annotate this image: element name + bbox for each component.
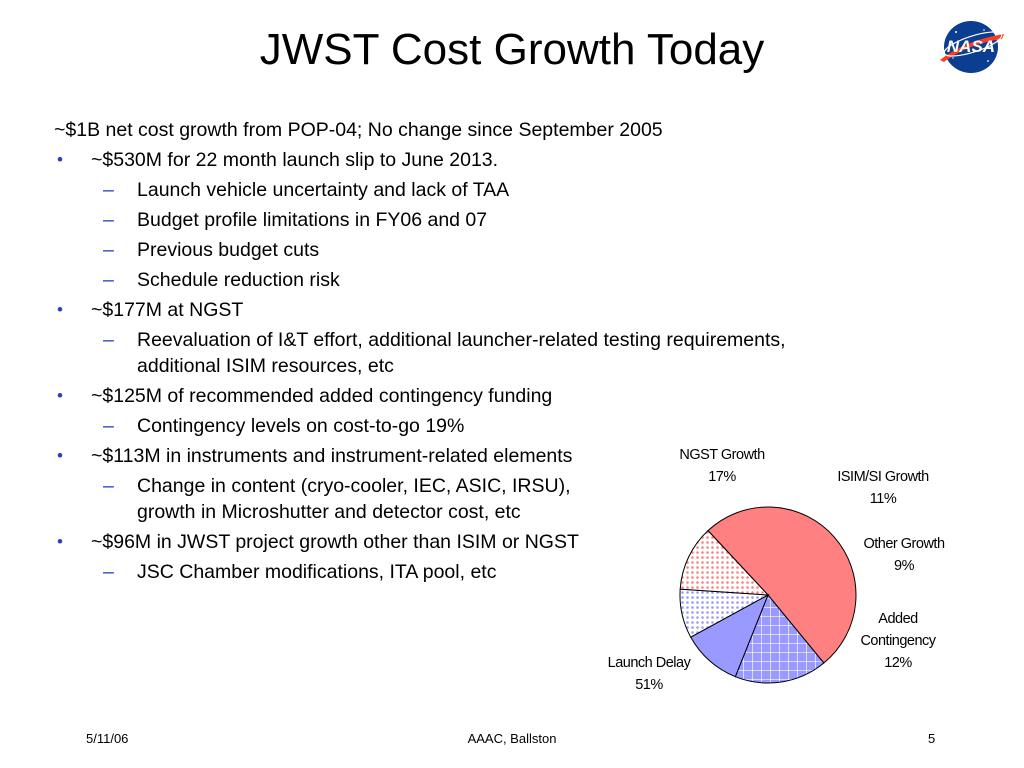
- pie-slice-added-contingency: [679, 529, 770, 596]
- footer-venue: AAAC, Ballston: [467, 731, 557, 746]
- slide-title: JWST Cost Growth Today: [259, 25, 765, 74]
- dash-marker: –: [103, 561, 114, 583]
- bullet-text: ~$125M of recommended added contingency …: [91, 385, 553, 407]
- sub-bullet-text: Reevaluation of I&T effort, additional l…: [137, 329, 786, 351]
- sub-bullet-text: Budget profile limitations in FY06 and 0…: [137, 209, 488, 231]
- slice-label: Other Growth 9%: [863, 536, 944, 574]
- dash-marker: –: [103, 329, 114, 351]
- pie-slice-launch-delay: [707, 506, 857, 664]
- slice-label: Added Contingency 12%: [860, 611, 936, 671]
- sub-bullet-text: Change in content (cryo-cooler, IEC, ASI…: [137, 475, 571, 497]
- slice-label: ISIM/SI Growth 11%: [837, 469, 929, 507]
- nasa-logo-icon: NASA: [940, 21, 1004, 73]
- slice-label: NGST Growth 17%: [679, 447, 765, 485]
- bullet-marker: •: [57, 150, 63, 169]
- pie-slice-ngst-growth: [734, 594, 825, 684]
- bullet-marker: •: [57, 532, 63, 551]
- bullet-marker: •: [57, 386, 63, 405]
- sub-bullet-continuation: growth in Microshutter and detector cost…: [137, 501, 521, 523]
- slice-label: Launch Delay 51%: [608, 655, 692, 693]
- dash-marker: –: [103, 239, 114, 261]
- dash-marker: –: [103, 209, 114, 231]
- bullet-text: ~$530M for 22 month launch slip to June …: [91, 149, 499, 171]
- dash-marker: –: [103, 269, 114, 291]
- dash-marker: –: [103, 415, 114, 437]
- bullet-text: ~$177M at NGST: [91, 299, 244, 321]
- dash-marker: –: [103, 179, 114, 201]
- sub-bullet-text: Contingency levels on cost-to-go 19%: [137, 415, 465, 437]
- intro-text: ~$1B net cost growth from POP-04; No cha…: [54, 119, 663, 141]
- sub-bullet-text: JSC Chamber modifications, ITA pool, etc: [137, 561, 497, 583]
- nasa-logo-text: NASA: [947, 37, 995, 56]
- page-number: 5: [928, 731, 936, 746]
- bullet-marker: •: [57, 300, 63, 319]
- sub-bullet-text: Launch vehicle uncertainty and lack of T…: [137, 179, 510, 201]
- bullet-text: ~$113M in instruments and instrument-rel…: [91, 445, 573, 467]
- sub-bullet-text: Schedule reduction risk: [137, 269, 340, 291]
- pie-chart: Launch Delay 51% NGST Growth 17% ISIM/SI Gro…: [608, 447, 946, 693]
- dash-marker: –: [103, 475, 114, 497]
- bullet-marker: •: [57, 446, 63, 465]
- sub-bullet-text: Previous budget cuts: [137, 239, 320, 261]
- bullet-text: ~$96M in JWST project growth other than …: [91, 531, 579, 553]
- footer-date: 5/11/06: [86, 731, 129, 746]
- sub-bullet-continuation: additional ISIM resources, etc: [137, 355, 394, 377]
